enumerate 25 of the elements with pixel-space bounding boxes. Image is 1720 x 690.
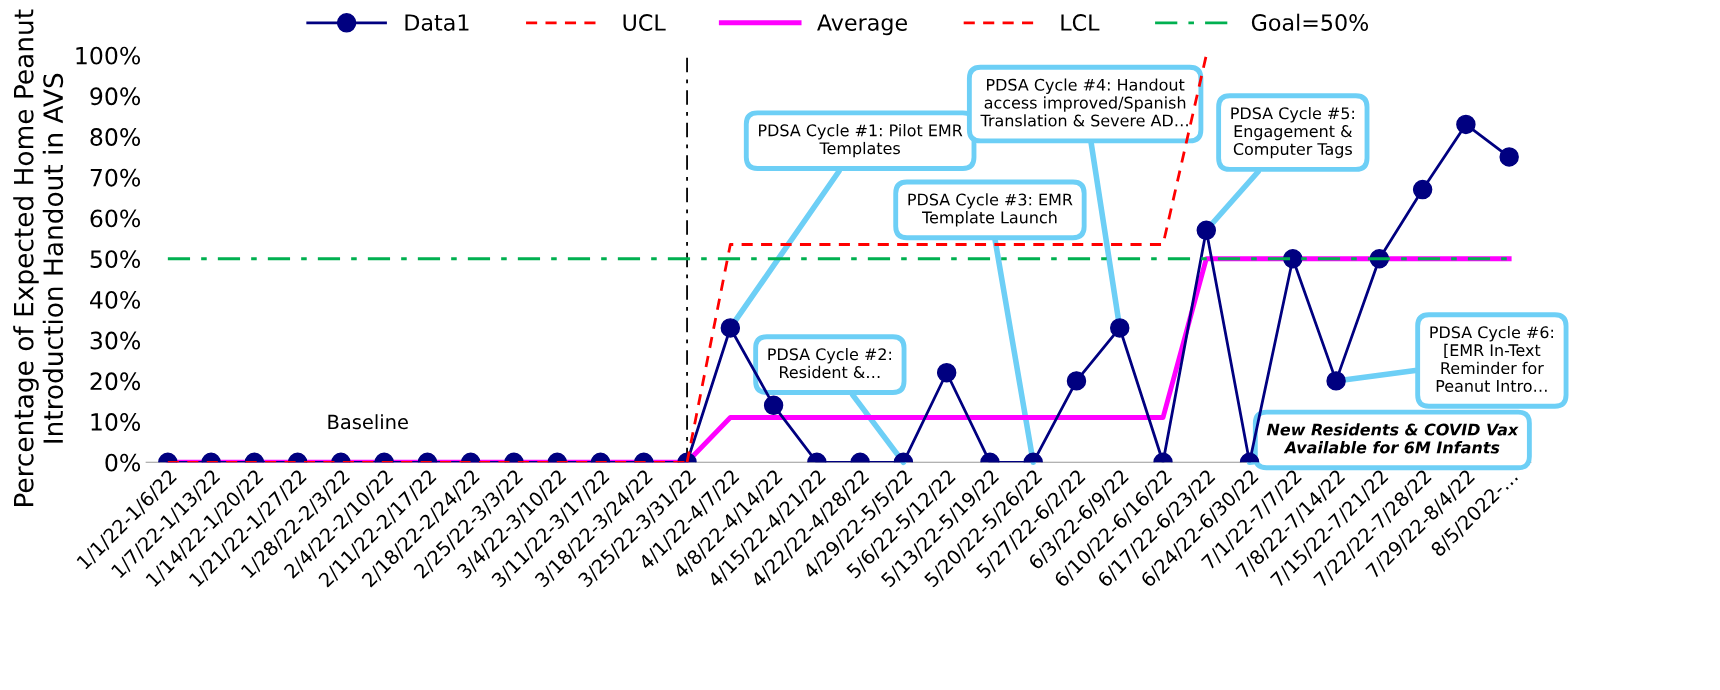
y-tick-label: 70% bbox=[90, 168, 141, 187]
y-tick-label: 100% bbox=[76, 46, 141, 65]
annotation: PDSA Cycle #1: Pilot EMR Templates bbox=[759, 124, 963, 158]
annotation: PDSA Cycle #4: Handout access improved/Spanish Translation & Severe AD… bbox=[980, 78, 1188, 127]
legend-label: Data1 bbox=[405, 14, 469, 31]
y-tick-label: 80% bbox=[90, 128, 141, 146]
y-tick-label: 0% bbox=[105, 453, 141, 472]
legend-label: UCL bbox=[623, 14, 666, 31]
y-tick-label: 40% bbox=[90, 290, 141, 309]
annotation: PDSA Cycle #5: Engagement & Computer Tags bbox=[1231, 106, 1354, 159]
annotation: PDSA Cycle #2: Resident &… bbox=[768, 347, 891, 379]
annotation: Baseline bbox=[328, 414, 408, 430]
y-tick-label: 20% bbox=[90, 372, 141, 391]
y-tick-label: 90% bbox=[90, 87, 141, 106]
y-axis-title: Percentage of Expected Home Peanut Introduction Handout in AVS bbox=[13, 9, 64, 506]
legend-label: Goal=50% bbox=[1251, 13, 1369, 31]
y-tick-label: 60% bbox=[90, 209, 141, 228]
y-tick-label: 30% bbox=[90, 331, 141, 350]
annotation: PDSA Cycle #6: [EMR In-Text Reminder for Peanut Intro… bbox=[1430, 325, 1554, 392]
legend-label: Average bbox=[817, 14, 907, 36]
legend-label: LCL bbox=[1061, 14, 1100, 31]
annotation: PDSA Cycle #3: EMR Template Launch bbox=[908, 193, 1073, 227]
y-tick-label: 10% bbox=[91, 413, 141, 431]
annotation: New Residents & COVID Vax Available for 6M Infants bbox=[1266, 423, 1519, 454]
y-tick-label: 50% bbox=[90, 250, 141, 269]
